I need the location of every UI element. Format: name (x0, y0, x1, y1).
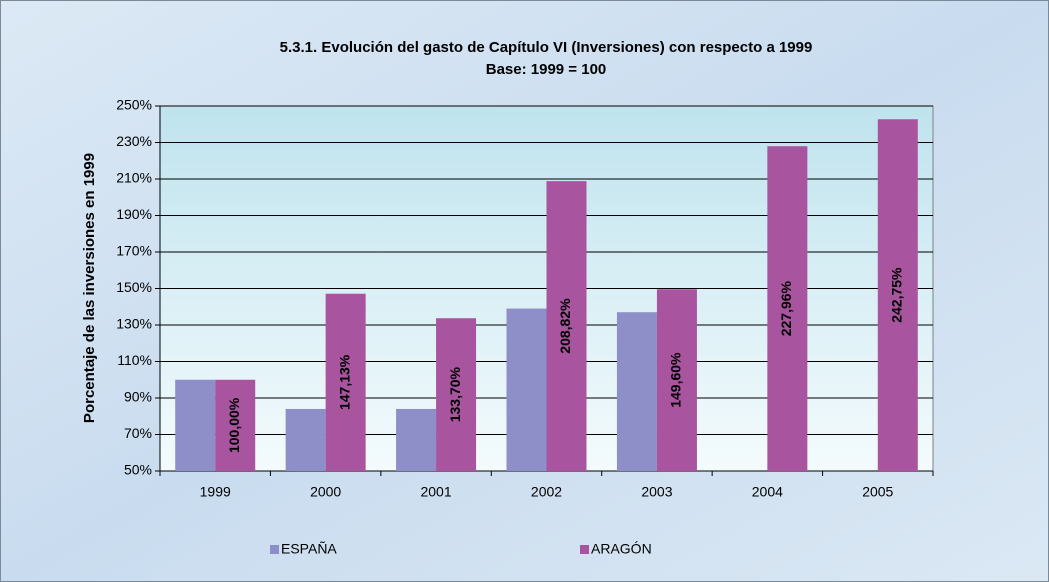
y-tick-label: 150% (116, 279, 152, 295)
chart-subtitle: Base: 1999 = 100 (486, 61, 607, 78)
y-tick-label: 250% (116, 97, 152, 113)
bar (616, 312, 657, 471)
y-tick-label: 230% (116, 133, 152, 149)
x-tick-label: 2000 (310, 484, 341, 500)
chart-title: 5.3.1. Evolución del gasto de Capítulo V… (280, 39, 813, 56)
y-tick-label: 210% (116, 170, 152, 186)
legend-swatch (270, 545, 279, 554)
legend-swatch (580, 545, 589, 554)
x-tick-label: 2002 (531, 484, 562, 500)
y-tick-label: 110% (117, 352, 152, 368)
bar (877, 119, 918, 471)
x-tick-label: 2003 (641, 484, 672, 500)
y-tick-label: 70% (124, 425, 152, 441)
bar (436, 318, 477, 471)
bar (215, 379, 256, 471)
y-tick-label: 170% (116, 243, 152, 259)
y-tick-label: 50% (124, 462, 152, 478)
x-tick-label: 2001 (420, 484, 451, 500)
bar (325, 293, 366, 471)
legend-label: ESPAÑA (281, 541, 337, 557)
y-tick-label: 190% (116, 206, 152, 222)
data-label: 147,13% (336, 354, 352, 410)
bar (285, 408, 326, 471)
x-tick-label: 2005 (862, 484, 893, 500)
x-tick-label: 1999 (200, 484, 231, 500)
data-label: 227,96% (778, 280, 794, 336)
bar (546, 181, 587, 471)
bar (767, 146, 808, 471)
y-axis-label: Porcentaje de las inversiones en 1999 (81, 153, 98, 423)
y-tick-label: 90% (124, 389, 152, 405)
data-label: 242,75% (888, 267, 904, 323)
x-tick-label: 2004 (752, 484, 783, 500)
y-tick-label: 130% (116, 316, 152, 332)
bar (506, 308, 547, 471)
bar (656, 289, 697, 471)
data-label: 149,60% (668, 352, 684, 408)
data-label: 100,00% (226, 397, 242, 453)
data-label: 208,82% (557, 298, 573, 354)
data-label: 133,70% (447, 366, 463, 422)
bar (175, 379, 216, 471)
bar (396, 408, 437, 471)
legend-label: ARAGÓN (591, 541, 652, 557)
